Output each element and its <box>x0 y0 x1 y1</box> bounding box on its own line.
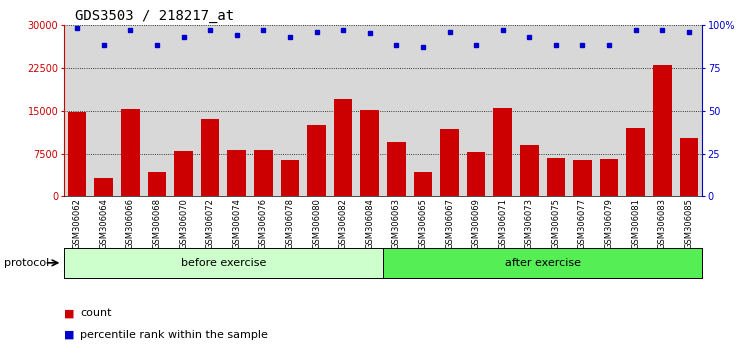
Bar <box>520 145 538 196</box>
Text: GDS3503 / 218217_at: GDS3503 / 218217_at <box>75 9 234 23</box>
Bar <box>626 128 645 196</box>
Bar <box>414 172 433 196</box>
Bar <box>653 65 671 196</box>
Bar <box>254 149 273 196</box>
Text: ■: ■ <box>64 330 74 339</box>
Bar <box>360 110 379 196</box>
Bar <box>68 112 86 196</box>
Bar <box>174 151 193 196</box>
Text: before exercise: before exercise <box>181 258 266 268</box>
Bar <box>333 99 352 196</box>
Bar <box>573 160 592 196</box>
Bar <box>547 158 566 196</box>
Bar <box>148 172 166 196</box>
Bar <box>121 109 140 196</box>
Bar <box>387 142 406 196</box>
Text: after exercise: after exercise <box>505 258 581 268</box>
Text: count: count <box>80 308 112 318</box>
Text: percentile rank within the sample: percentile rank within the sample <box>80 330 268 339</box>
Text: protocol: protocol <box>4 258 49 268</box>
Bar <box>201 119 219 196</box>
Bar <box>95 178 113 196</box>
Bar <box>600 159 618 196</box>
Text: ■: ■ <box>64 308 74 318</box>
Bar <box>281 160 299 196</box>
Bar <box>493 108 512 196</box>
Bar <box>307 125 326 196</box>
Bar <box>228 150 246 196</box>
Bar <box>680 137 698 196</box>
Bar <box>440 129 459 196</box>
Bar <box>467 152 485 196</box>
